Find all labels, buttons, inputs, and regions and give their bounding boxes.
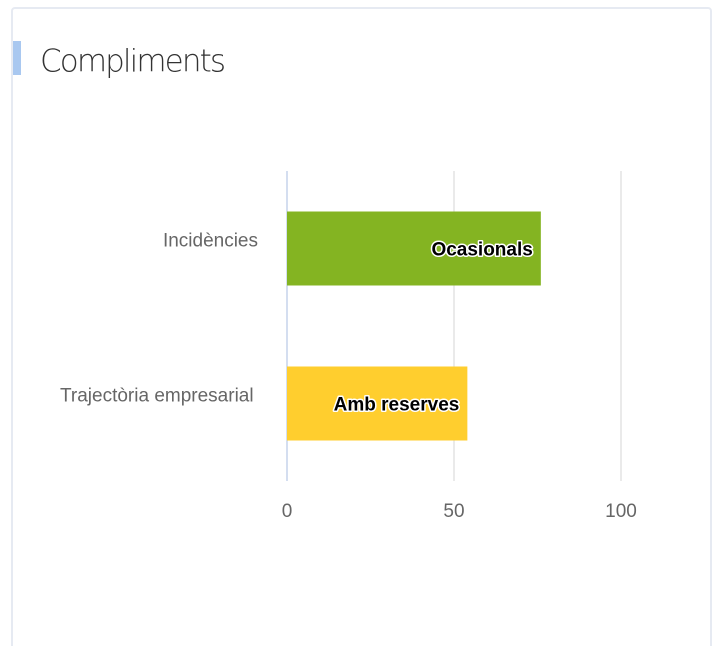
card (11, 7, 712, 646)
bar-label: Amb reserves (334, 395, 460, 416)
bar-label: Ocasionals (431, 240, 532, 261)
y-tick-label: Incidències (163, 231, 258, 252)
y-tick-label: Trajectòria empresarial (60, 386, 254, 407)
x-tick-label: 0 (282, 501, 293, 522)
title-accent (13, 41, 21, 75)
x-tick-label: 100 (605, 501, 637, 522)
chart-title: Compliments (40, 44, 226, 80)
bar (287, 366, 468, 441)
bar (287, 211, 541, 286)
x-tick-label: 50 (443, 501, 464, 522)
